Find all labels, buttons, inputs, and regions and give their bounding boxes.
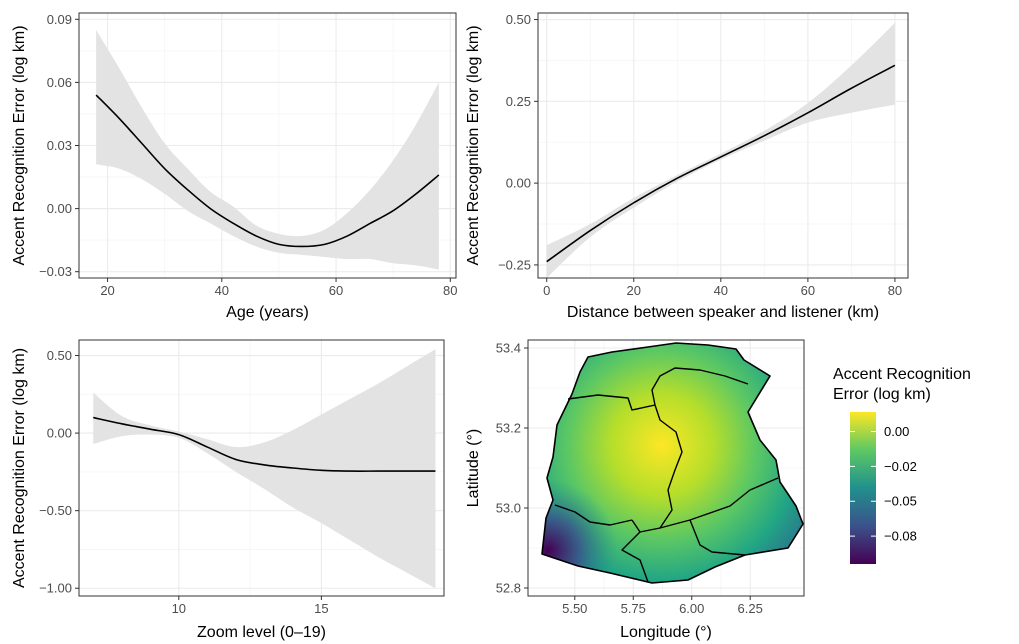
confidence-band-zoom [93,349,436,589]
x-tick-label: 60 [329,283,343,298]
x-tick-label: 20 [627,283,641,298]
confidence-band-age [96,29,439,270]
y-tick-label: −0.03 [39,264,72,279]
y-axis-label-zoom: Accent Recognition Error (log km) [11,348,28,588]
x-tick-label: 10 [172,601,186,616]
map-region-borders [554,367,779,583]
border-central [631,404,683,533]
y-tick-label: 53.0 [496,501,521,516]
x-tick-label: 40 [714,283,728,298]
legend-tick-label: −0.08 [884,529,917,544]
border-north-west [567,394,656,411]
y-tick-label: 0.50 [506,12,531,27]
panel-border-map [527,339,805,597]
border-east [689,519,746,556]
fitted-line-distance [546,64,896,263]
y-tick-label: −1.00 [39,581,72,596]
y-tick-label: 0.25 [506,94,531,109]
fitted-line-zoom [93,416,436,472]
map-heat-corner-low [542,343,803,583]
axis-ticks-distance: 0 20 40 60 80 −0.25 0.00 0.25 0.50 [498,12,902,298]
x-tick-label: 80 [888,283,902,298]
legend-gradient-bar [850,412,876,564]
axis-ticks-age: 20 40 60 80 −0.03 0.00 0.03 0.06 0.09 [39,12,457,298]
y-tick-label: 0.00 [47,426,72,441]
border-south-central [621,531,649,583]
panel-border-distance [537,12,909,279]
x-axis-label-age: Age (years) [226,304,309,321]
y-axis-label-map: Latitude (°) [465,429,482,507]
y-tick-label: 0.00 [506,176,531,191]
plot-area-distance [538,13,908,278]
panel-age: 20 40 60 80 −0.03 0.00 0.03 0.06 0.09 Age (years… [11,12,458,321]
y-tick-label: 52.8 [496,581,521,596]
x-axis-label-map: Longitude (°) [620,624,712,641]
y-tick-label: −0.25 [498,257,531,272]
x-tick-label: 80 [443,283,457,298]
x-tick-label: 15 [314,601,328,616]
y-tick-label: 0.06 [47,75,72,90]
y-tick-label: 0.00 [47,201,72,216]
border-south-east [659,477,779,529]
panel-distance: 0 20 40 60 80 −0.25 0.00 0.25 0.50 Distance betw… [465,12,909,321]
panel-map: 5.50 5.75 6.00 6.25 52.8 53.0 53.2 53.4 Longitu… [465,339,805,641]
legend-title-line-2: Error (log km) [833,386,931,403]
legend-tick-label: −0.02 [884,459,917,474]
y-tick-label: 53.4 [496,341,521,356]
border-south-west [554,504,633,526]
x-tick-label: 20 [100,283,114,298]
axis-ticks-zoom: 10 15 −1.00 −0.50 0.00 0.50 [39,348,329,616]
legend-tick-label: −0.05 [884,494,917,509]
legend-title-line-1: Accent Recognition [833,366,971,383]
x-tick-label: 5.50 [562,601,587,616]
x-tick-label: 60 [801,283,815,298]
x-tick-label: 40 [215,283,229,298]
border-central-north [651,367,749,406]
panel-border-zoom [78,339,445,597]
x-tick-label: 0 [543,283,550,298]
legend-colorbar: Accent Recognition Error (log km) 0.00 −0… [833,366,971,564]
x-tick-label: 6.25 [738,601,763,616]
x-tick-label: 5.75 [621,601,646,616]
y-tick-label: −0.50 [39,503,72,518]
axis-ticks-map: 5.50 5.75 6.00 6.25 52.8 53.0 53.2 53.4 [496,341,763,617]
x-tick-label: 6.00 [679,601,704,616]
y-tick-label: 0.50 [47,348,72,363]
y-axis-label-distance: Accent Recognition Error (log km) [465,25,482,265]
y-tick-label: 0.09 [47,12,72,27]
x-axis-label-zoom: Zoom level (0–19) [197,624,326,641]
y-axis-label-age: Accent Recognition Error (log km) [11,25,28,265]
legend-tick-label: 0.00 [884,424,909,439]
map-outline [541,342,804,584]
x-axis-label-distance: Distance between speaker and listener (k… [567,304,879,321]
panel-zoom: 10 15 −1.00 −0.50 0.00 0.50 Zoom level (0–19)… [11,339,445,641]
fitted-line-age [95,94,440,248]
y-tick-label: 0.03 [47,138,72,153]
y-tick-label: 53.2 [496,421,521,436]
legend-ticks: 0.00 −0.02 −0.05 −0.08 [850,424,917,544]
map-heat-region [542,343,803,583]
